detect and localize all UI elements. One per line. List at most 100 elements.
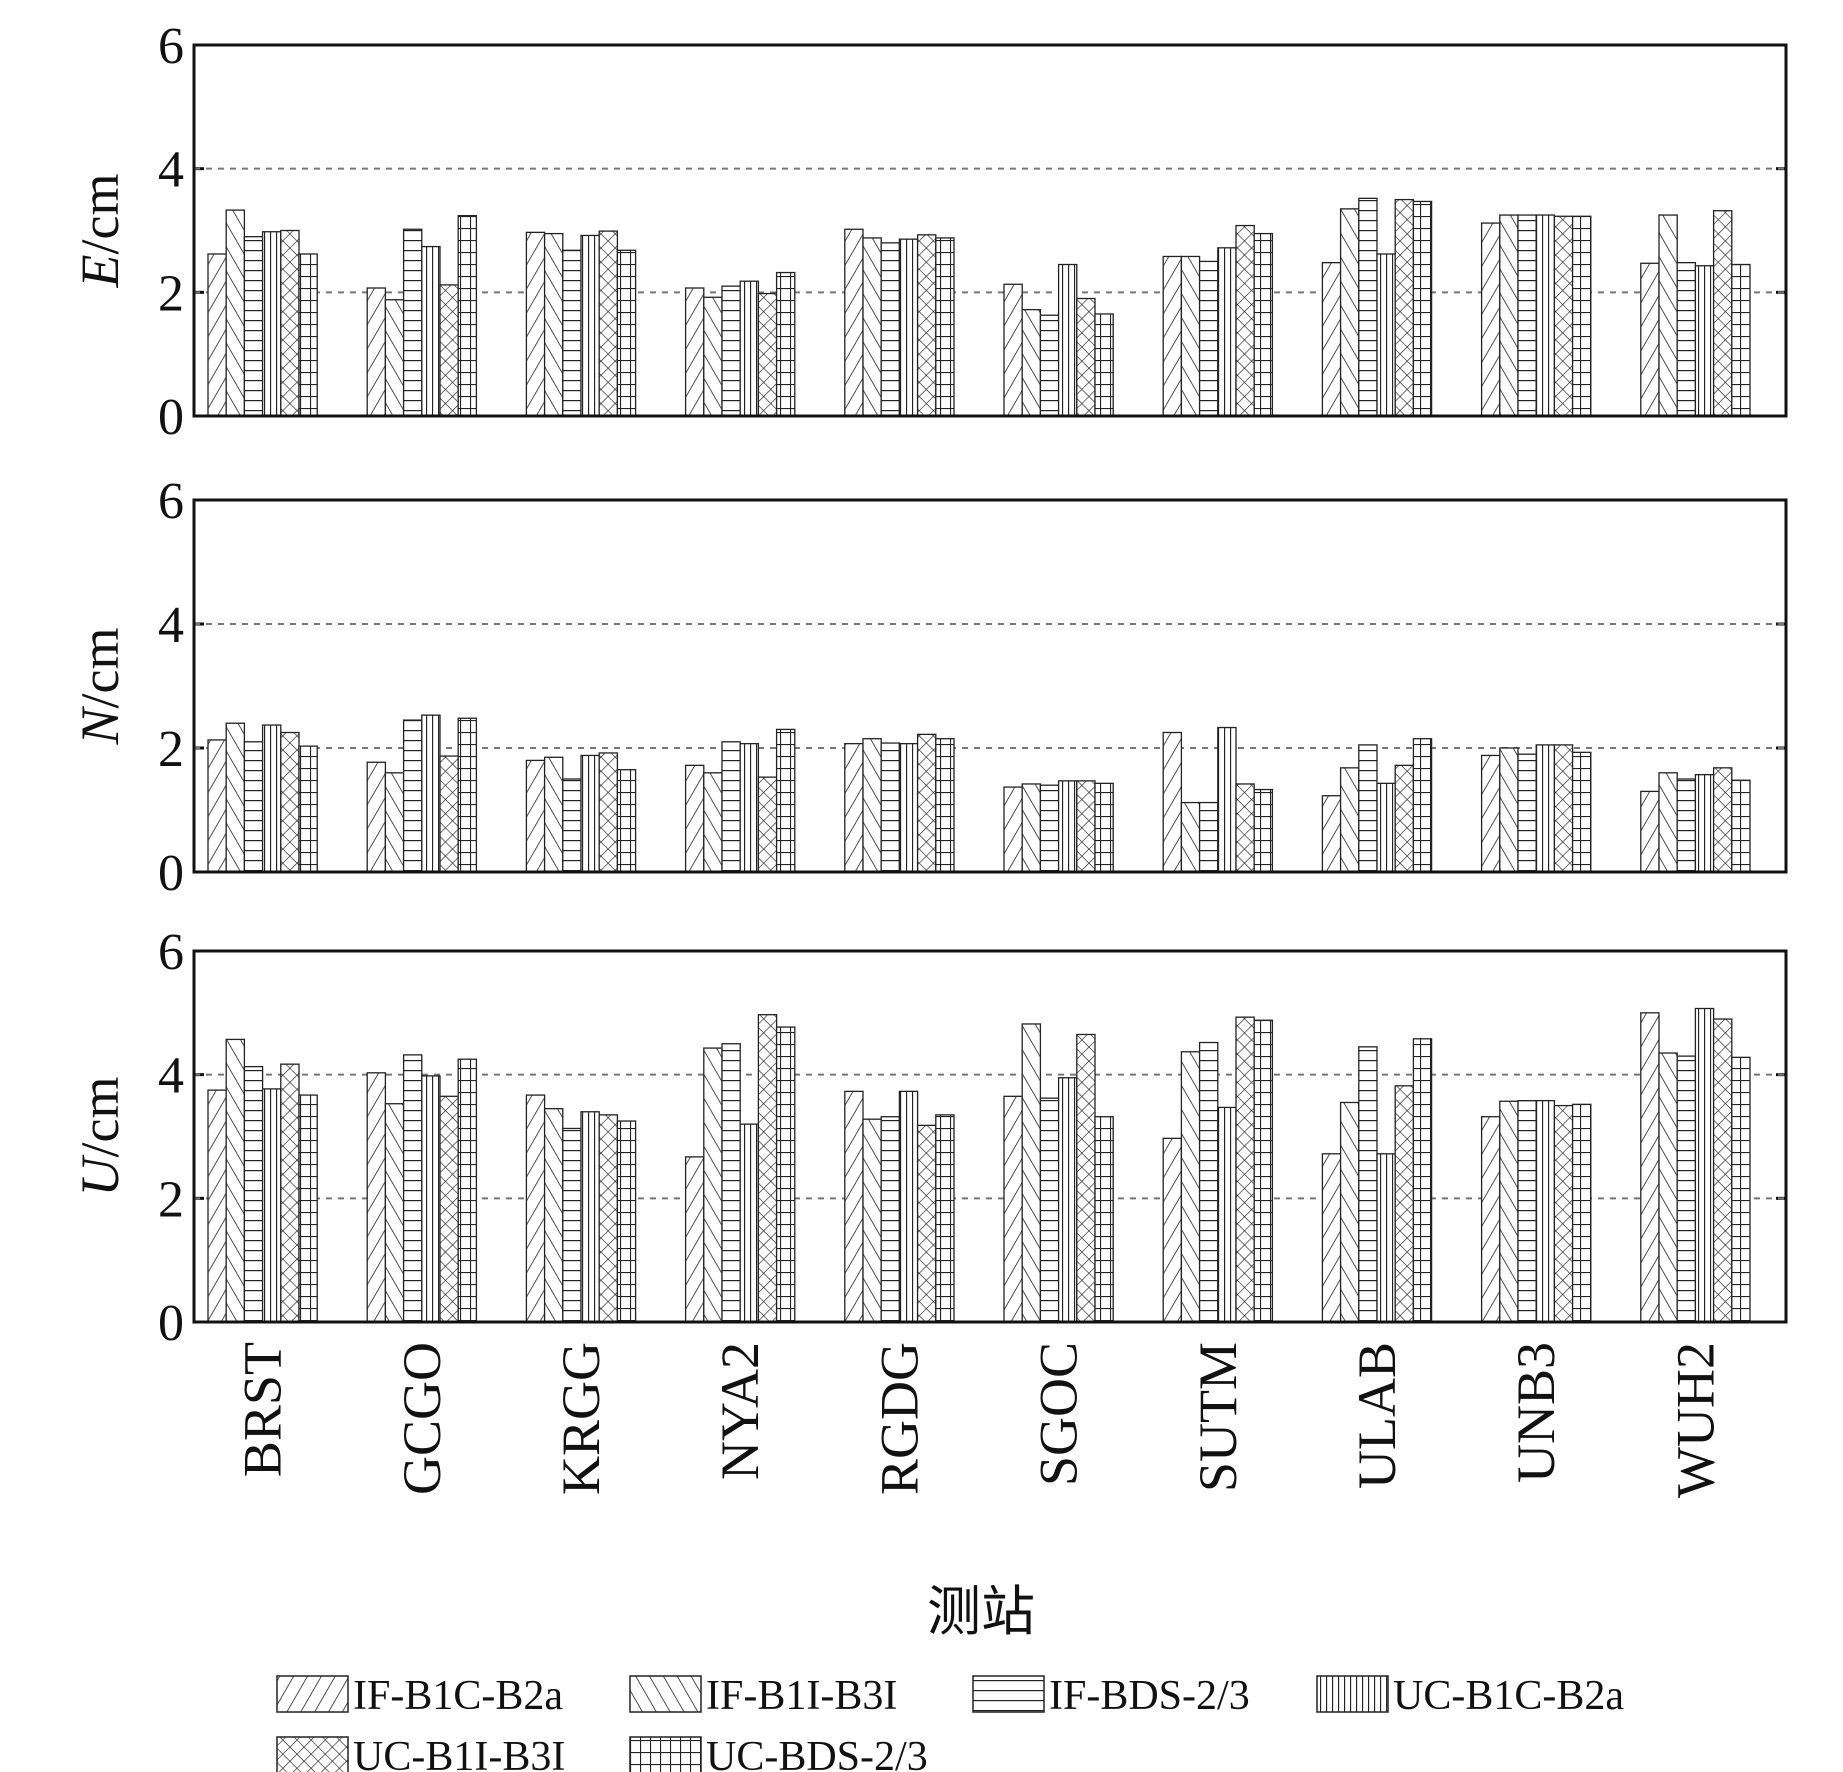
bar	[207, 253, 227, 417]
bar	[1358, 1046, 1378, 1323]
bar	[1021, 783, 1042, 873]
bar	[703, 772, 723, 873]
bar	[1640, 790, 1660, 873]
bar	[775, 271, 796, 417]
legend-label: UC-BDS-2/3	[706, 1734, 928, 1772]
bar	[1394, 764, 1415, 873]
bar	[739, 1123, 760, 1323]
bar	[243, 236, 264, 417]
bar	[1217, 247, 1237, 417]
bar	[1321, 795, 1342, 873]
bar	[1376, 253, 1396, 417]
bar	[1394, 198, 1415, 417]
bar	[1057, 780, 1078, 873]
plot-frame	[192, 43, 1788, 418]
bar	[1339, 1101, 1360, 1323]
y-tick-label: 2	[158, 1171, 184, 1228]
x-tick-label: RGDG	[869, 1342, 929, 1495]
bar	[1198, 801, 1219, 873]
bar	[1003, 283, 1023, 417]
y-tick-label: 4	[158, 597, 184, 654]
bar	[1057, 1077, 1078, 1323]
bar	[1480, 1116, 1501, 1323]
legend-swatch	[629, 1736, 702, 1772]
y-tick-label: 6	[158, 18, 184, 75]
bar	[525, 759, 546, 873]
x-tick-label: UNB3	[1506, 1342, 1566, 1483]
bar	[844, 228, 864, 417]
bar	[439, 755, 459, 873]
x-tick-label: GCGO	[392, 1342, 452, 1495]
bar	[402, 719, 423, 873]
bar	[298, 1094, 318, 1323]
bar	[562, 1127, 582, 1323]
bar	[1021, 308, 1042, 417]
bar	[1499, 1100, 1519, 1323]
bar	[598, 752, 619, 873]
bar	[543, 1108, 564, 1323]
x-tick-label: BRST	[233, 1342, 293, 1477]
bar	[1376, 782, 1396, 873]
bar	[1180, 1051, 1201, 1323]
bar	[457, 717, 478, 873]
bar	[916, 733, 937, 873]
bar	[1003, 786, 1023, 873]
bar	[880, 242, 901, 417]
bar	[261, 724, 282, 873]
bar	[616, 769, 637, 873]
bar	[280, 731, 300, 873]
bar	[1162, 731, 1183, 873]
plot-frame	[192, 949, 1788, 1324]
bar	[207, 1089, 227, 1323]
bar	[225, 209, 246, 417]
bar	[1535, 1099, 1556, 1323]
bar	[1517, 214, 1537, 417]
bar	[402, 1054, 423, 1323]
bar	[298, 253, 318, 417]
bar	[525, 1094, 546, 1323]
bar	[862, 237, 882, 417]
bar	[1553, 215, 1574, 417]
bar	[880, 742, 901, 873]
bar	[898, 743, 919, 873]
y-tick-label: 6	[158, 473, 184, 530]
y-tick-label: 4	[158, 142, 184, 199]
bar	[1253, 1019, 1274, 1323]
bar	[757, 292, 778, 417]
bar	[935, 738, 955, 873]
bar	[1731, 263, 1751, 417]
bar	[384, 299, 405, 417]
bar	[1235, 1016, 1255, 1323]
bar	[225, 722, 246, 873]
legend-swatch	[629, 1675, 702, 1713]
bar	[1658, 214, 1678, 417]
bar	[598, 1114, 619, 1323]
legend-label: IF-B1I-B3I	[706, 1673, 897, 1719]
bar	[721, 285, 741, 417]
bar	[598, 230, 619, 417]
bar	[261, 1088, 282, 1323]
bar	[1712, 210, 1733, 417]
legend-label: UC-B1C-B2a	[1393, 1673, 1624, 1719]
bar	[562, 778, 582, 873]
bar	[1003, 1095, 1023, 1323]
x-tick-label: NYA2	[710, 1342, 770, 1480]
bar	[1553, 1104, 1574, 1323]
bar	[1094, 313, 1114, 417]
bar	[1517, 1099, 1537, 1323]
bar	[739, 280, 760, 417]
bar	[1321, 262, 1342, 417]
bar	[280, 1063, 300, 1323]
bar	[280, 229, 300, 417]
bar	[1480, 754, 1501, 873]
y-tick-label: 6	[158, 924, 184, 981]
bar	[366, 287, 387, 417]
bar	[862, 1118, 882, 1323]
bar	[1571, 751, 1592, 873]
bar	[898, 238, 919, 417]
bar	[1412, 200, 1433, 417]
bar	[580, 1111, 600, 1323]
bar	[1640, 1012, 1660, 1323]
bar	[1571, 1103, 1592, 1323]
bar	[1499, 747, 1519, 873]
